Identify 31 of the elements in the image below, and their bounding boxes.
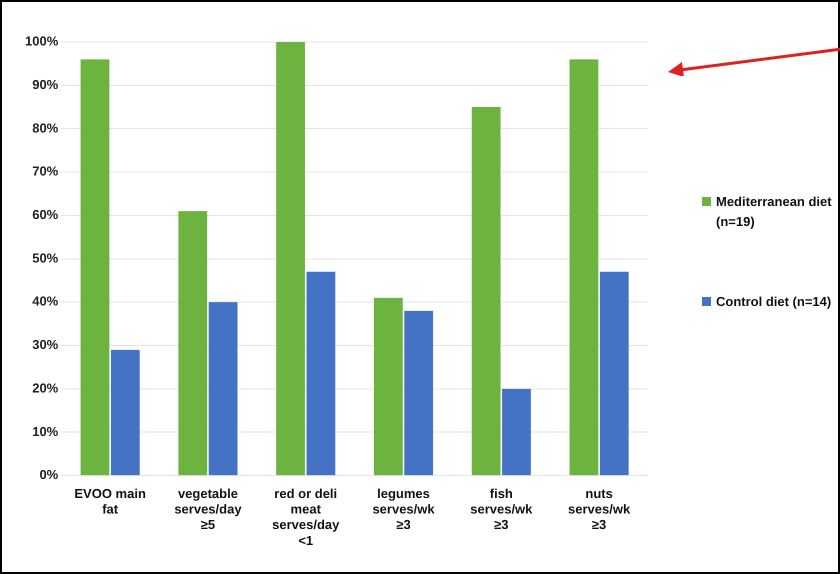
x-tick-label: EVOO main fat [74,486,146,517]
y-tick-label: 40% [32,294,59,309]
bar [404,310,434,476]
bar [208,302,238,476]
y-tick-label: 90% [32,76,59,92]
bar [374,298,403,476]
y-tick-label: 100% [25,34,59,49]
bar [80,59,110,476]
x-tick-label: vegetable serves/day ≥5 [174,486,242,532]
legend-label: Mediterranean diet (n=19) [716,193,832,231]
bar [276,42,305,476]
x-tick-label: legumes serves/wk ≥3 [372,486,436,532]
y-tick-label: 30% [32,337,59,352]
y-tick-label: 60% [32,207,59,222]
x-tick-label: fish serves/wk ≥3 [470,486,534,532]
bar [600,272,629,476]
x-tick-label: nuts serves/wk ≥3 [568,486,631,532]
y-tick-label: 0% [39,467,59,482]
x-tick-label: red or deli meat serves/day <1 [272,486,340,548]
bar [502,388,531,476]
bar [178,211,208,476]
y-tick-label: 10% [32,424,59,439]
y-tick-label: 70% [32,164,59,179]
bar [110,350,140,476]
bar [570,59,598,476]
y-tick-label: 80% [32,120,59,136]
legend-label: Control diet (n=14) [716,293,832,311]
y-tick-label: 20% [32,380,59,396]
bar [306,272,336,476]
bar [472,107,501,476]
y-tick-label: 50% [32,250,59,266]
